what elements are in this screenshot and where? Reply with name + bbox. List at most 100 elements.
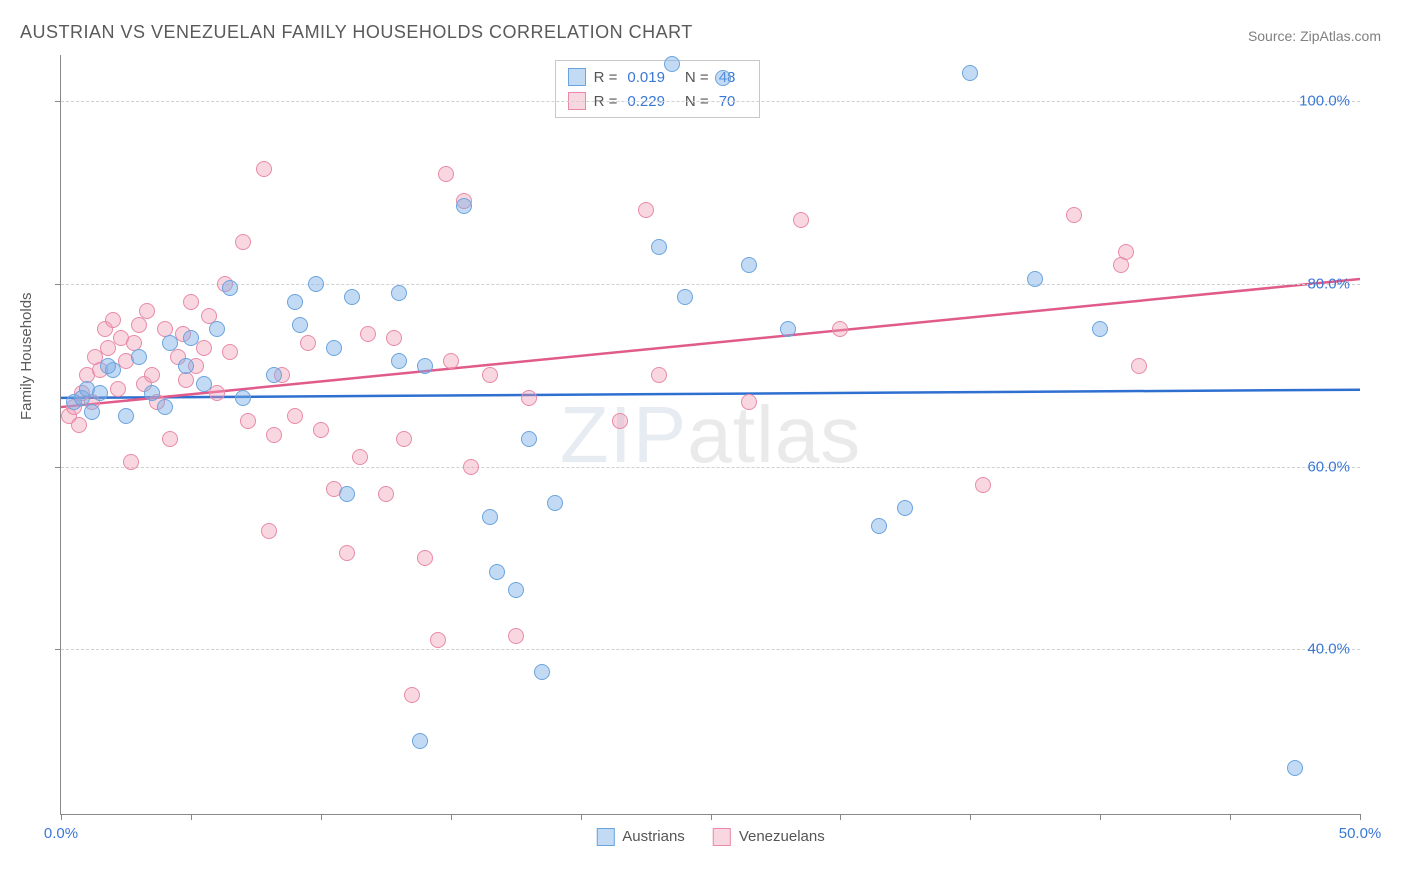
y-tick-label: 60.0% [1307,458,1350,475]
scatter-point [339,486,355,502]
chart-container: AUSTRIAN VS VENEZUELAN FAMILY HOUSEHOLDS… [0,0,1406,892]
scatter-point [780,321,796,337]
legend-swatch [568,68,586,86]
y-tick [55,467,61,468]
scatter-point [144,367,160,383]
scatter-point [1113,257,1129,273]
scatter-point [386,330,402,346]
scatter-point [975,477,991,493]
scatter-point [240,413,256,429]
scatter-point [84,404,100,420]
scatter-point [183,330,199,346]
scatter-point [741,257,757,273]
x-tick [711,814,712,820]
scatter-point [793,212,809,228]
scatter-point [344,289,360,305]
scatter-point [897,500,913,516]
scatter-point [339,545,355,561]
scatter-point [391,353,407,369]
legend-swatch [596,828,614,846]
scatter-point [962,65,978,81]
legend-n-label: N = [685,69,709,86]
trendline [61,279,1360,407]
y-tick-label: 100.0% [1299,92,1350,109]
scatter-point [235,390,251,406]
scatter-point [266,427,282,443]
scatter-point [651,367,667,383]
scatter-point [92,385,108,401]
x-tick [840,814,841,820]
scatter-point [360,326,376,342]
scatter-point [71,417,87,433]
x-tick-label: 0.0% [44,825,78,842]
scatter-point [118,408,134,424]
scatter-point [352,449,368,465]
scatter-point [131,317,147,333]
legend-r-value: 0.019 [627,69,665,86]
x-tick-label: 50.0% [1339,825,1382,842]
scatter-point [292,317,308,333]
y-tick [55,284,61,285]
scatter-point [612,413,628,429]
x-tick [1100,814,1101,820]
scatter-point [313,422,329,438]
scatter-point [1027,271,1043,287]
scatter-point [162,335,178,351]
scatter-point [677,289,693,305]
trendline [61,390,1360,398]
scatter-point [651,239,667,255]
scatter-point [300,335,316,351]
gridline [61,101,1360,102]
scatter-point [144,385,160,401]
scatter-point [139,303,155,319]
scatter-point [308,276,324,292]
scatter-point [715,70,731,86]
scatter-point [162,431,178,447]
x-tick [970,814,971,820]
y-tick-label: 40.0% [1307,641,1350,658]
legend-item: Austrians [596,828,685,846]
scatter-point [178,372,194,388]
scatter-point [391,285,407,301]
scatter-point [1131,358,1147,374]
scatter-point [157,399,173,415]
scatter-point [266,367,282,383]
scatter-point [326,340,342,356]
x-tick [61,814,62,820]
legend-series-name: Venezuelans [739,828,825,845]
x-tick [451,814,452,820]
watermark-thin: atlas [687,390,861,479]
scatter-point [871,518,887,534]
legend-stats-box: R = 0.019N = 48R = 0.229N = 70 [555,60,761,118]
scatter-point [1287,760,1303,776]
scatter-point [110,381,126,397]
scatter-point [396,431,412,447]
gridline [61,649,1360,650]
scatter-point [521,390,537,406]
scatter-point [741,394,757,410]
scatter-point [100,358,116,374]
scatter-point [482,367,498,383]
chart-title: AUSTRIAN VS VENEZUELAN FAMILY HOUSEHOLDS… [20,22,693,43]
scatter-point [547,495,563,511]
scatter-point [508,582,524,598]
y-tick [55,649,61,650]
legend-item: Venezuelans [713,828,825,846]
scatter-point [664,56,680,72]
scatter-point [287,294,303,310]
plot-area: ZIPatlas R = 0.019N = 48R = 0.229N = 70 … [60,55,1360,815]
scatter-point [489,564,505,580]
watermark-bold: ZIP [560,390,687,479]
scatter-point [638,202,654,218]
scatter-point [235,234,251,250]
scatter-point [412,733,428,749]
scatter-point [209,385,225,401]
scatter-point [521,431,537,447]
x-tick [1360,814,1361,820]
scatter-point [430,632,446,648]
x-tick [1230,814,1231,820]
source-label: Source: ZipAtlas.com [1248,28,1381,44]
scatter-point [131,349,147,365]
legend-bottom: Austrians Venezuelans [596,828,824,846]
x-tick [321,814,322,820]
